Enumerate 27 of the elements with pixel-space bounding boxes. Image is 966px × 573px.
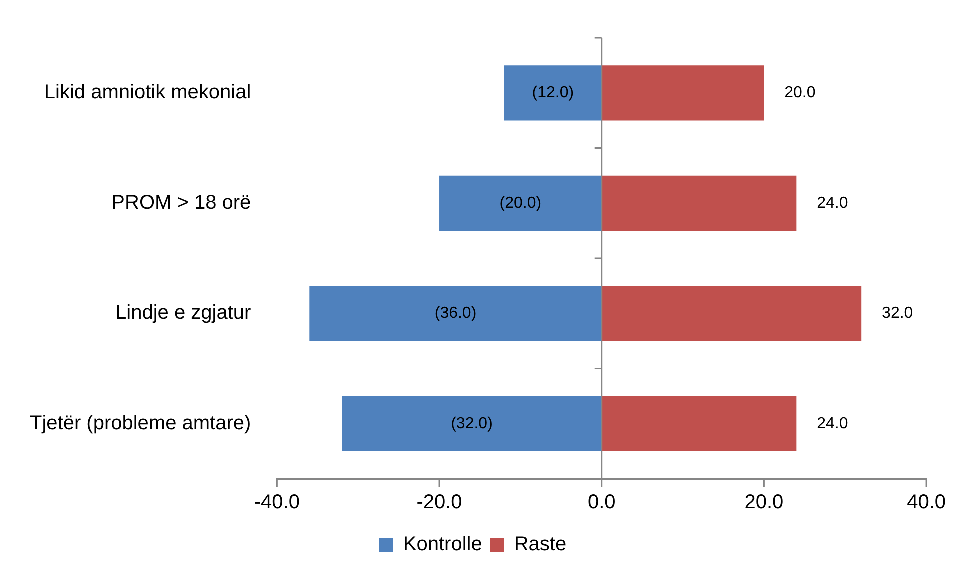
data-label: (20.0)	[500, 194, 542, 212]
data-label: (12.0)	[532, 84, 574, 102]
y-tick-label: Tjetër (probleme amtare)	[30, 412, 252, 434]
data-label: (32.0)	[451, 415, 493, 432]
x-tick-label: -20.0	[416, 492, 462, 514]
bar	[602, 396, 797, 452]
data-label: 32.0	[882, 305, 914, 322]
bar	[310, 286, 602, 342]
data-label: 24.0	[817, 415, 848, 432]
x-tick-label: 40.0	[907, 492, 946, 514]
bar	[602, 176, 797, 231]
legend-label: Kontrolle	[403, 534, 482, 556]
data-label: 24.0	[817, 194, 848, 212]
legend-label: Raste	[514, 534, 567, 556]
bar	[342, 396, 602, 452]
x-tick-label: 0.0	[588, 492, 616, 514]
data-label: (36.0)	[434, 305, 477, 322]
y-tick-label: Likid amniotik mekonial	[44, 82, 252, 104]
bar	[602, 286, 862, 342]
data-label: 20.0	[784, 84, 816, 102]
x-tick-label: 20.0	[744, 492, 784, 514]
bar	[504, 66, 602, 121]
y-tick-label: Lindje e zgjatur	[116, 302, 252, 324]
bar	[440, 176, 602, 231]
bar	[602, 66, 764, 121]
x-tick-label: -40.0	[254, 492, 300, 514]
y-tick-label: PROM > 18 orë	[112, 192, 252, 214]
